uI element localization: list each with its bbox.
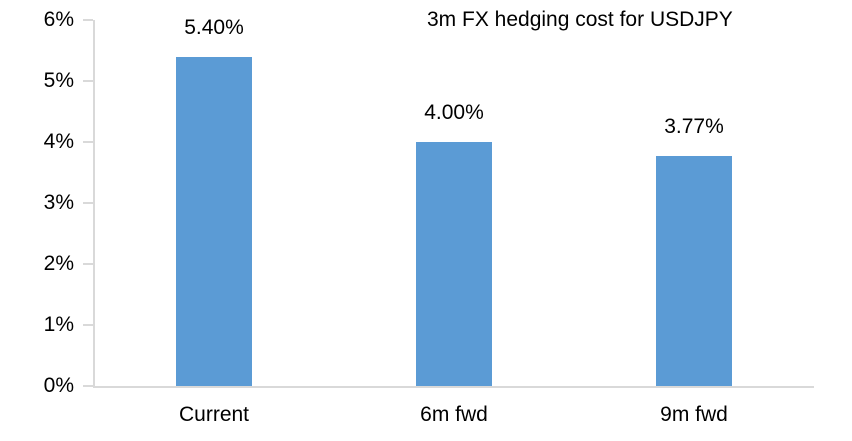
- y-axis-tick: [83, 385, 93, 387]
- y-axis-tick: [83, 141, 93, 143]
- chart-title: 3m FX hedging cost for USDJPY: [427, 8, 733, 31]
- bar-data-label: 3.77%: [664, 115, 724, 138]
- x-category-label: 9m fwd: [660, 403, 728, 426]
- y-tick-label: 6%: [43, 8, 74, 31]
- y-tick-label: 0%: [43, 374, 74, 397]
- y-tick-label: 3%: [43, 191, 74, 214]
- y-tick-label: 4%: [43, 130, 74, 153]
- plot-area: 0% 1% 2% 3% 4% 5% 6% 5.40% 4.00% 3.77%: [44, 8, 814, 397]
- y-axis-tick: [83, 324, 93, 326]
- x-category-label: Current: [178, 403, 250, 426]
- y-axis-line: [93, 20, 95, 386]
- bar-data-label: 5.40%: [184, 16, 244, 39]
- bar-data-label: 4.00%: [424, 101, 484, 124]
- x-category-label: 6m fwd: [420, 403, 488, 426]
- y-tick-label: 2%: [43, 252, 74, 275]
- bar-6m-fwd: [416, 142, 492, 386]
- x-axis-line: [93, 386, 814, 388]
- y-axis-tick: [83, 80, 93, 82]
- y-tick-label: 1%: [43, 313, 74, 336]
- bar-current: [176, 57, 252, 386]
- y-axis-tick: [83, 202, 93, 204]
- y-axis-tick: [83, 19, 93, 21]
- bar-9m-fwd: [656, 156, 732, 386]
- y-axis-tick: [83, 263, 93, 265]
- y-tick-label: 5%: [43, 69, 74, 92]
